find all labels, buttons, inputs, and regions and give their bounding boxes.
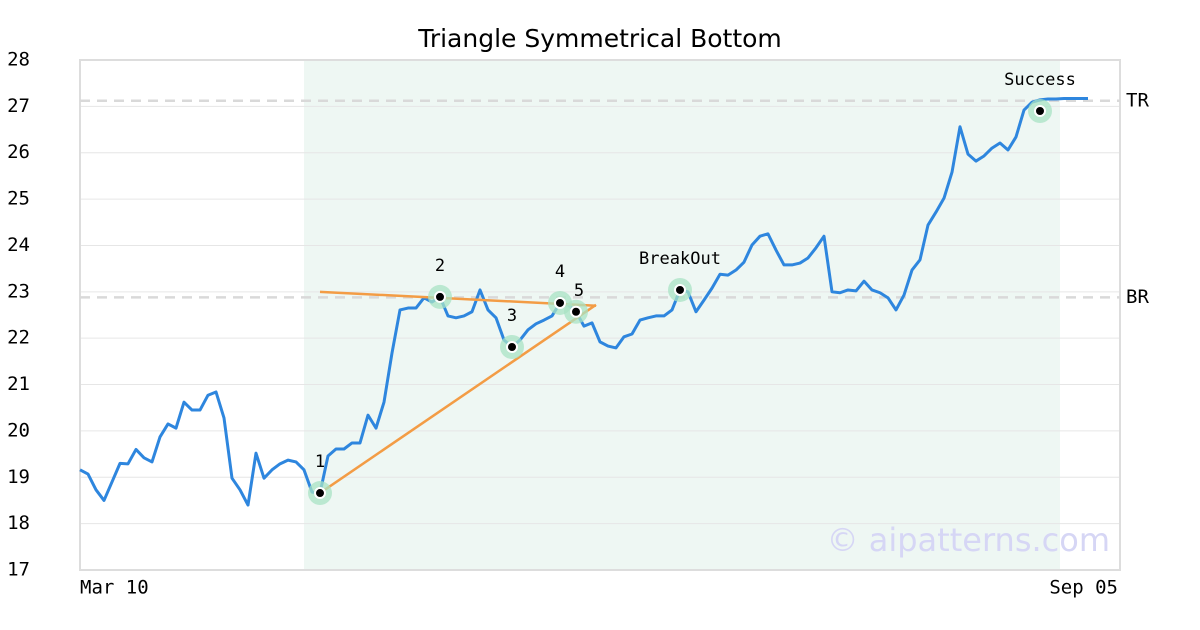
pattern-dot xyxy=(674,283,686,296)
pattern-label: 1 xyxy=(315,452,325,472)
chart-title: Triangle Symmetrical Bottom xyxy=(417,24,782,53)
watermark: © aipatterns.com xyxy=(827,521,1110,559)
pattern-dot xyxy=(314,487,326,500)
y-tick-label: 21 xyxy=(7,373,30,395)
pattern-dot xyxy=(506,340,518,353)
y-tick-label: 25 xyxy=(7,188,30,210)
level-label: BR xyxy=(1126,286,1149,308)
y-tick-label: 17 xyxy=(7,559,30,581)
pattern-label: Success xyxy=(1004,70,1076,90)
pattern-dot xyxy=(1034,105,1046,117)
y-tick-label: 27 xyxy=(7,95,30,117)
y-tick-label: 19 xyxy=(7,466,30,488)
pattern-dot xyxy=(570,305,582,318)
pattern-dot xyxy=(554,296,566,309)
pattern-point xyxy=(500,334,524,359)
y-tick-label: 28 xyxy=(7,49,30,71)
y-tick-label: 22 xyxy=(7,327,30,349)
pattern-point xyxy=(308,481,332,506)
pattern-label: 2 xyxy=(435,256,445,276)
y-tick-label: 18 xyxy=(7,512,30,534)
pattern-label: BreakOut xyxy=(639,249,721,269)
level-label: TR xyxy=(1126,89,1149,111)
y-tick-label: 26 xyxy=(7,141,30,163)
pattern-point xyxy=(428,284,452,309)
x-tick-label: Mar 10 xyxy=(80,577,149,599)
plot-frame xyxy=(79,59,1121,571)
pattern-dot xyxy=(434,290,446,303)
y-tick-label: 23 xyxy=(7,280,30,302)
x-tick-label: Sep 05 xyxy=(1049,577,1118,599)
pattern-point xyxy=(668,277,692,302)
pattern-point xyxy=(1028,99,1052,123)
trendline xyxy=(319,303,597,495)
y-tick-label: 24 xyxy=(7,234,30,256)
price-line xyxy=(79,96,1088,507)
pattern-region xyxy=(304,60,1060,570)
pattern-label: 5 xyxy=(574,281,584,301)
pattern-label: 3 xyxy=(507,306,517,326)
pattern-label: 4 xyxy=(555,262,565,282)
y-tick-label: 20 xyxy=(7,419,30,441)
pattern-point xyxy=(564,299,588,324)
